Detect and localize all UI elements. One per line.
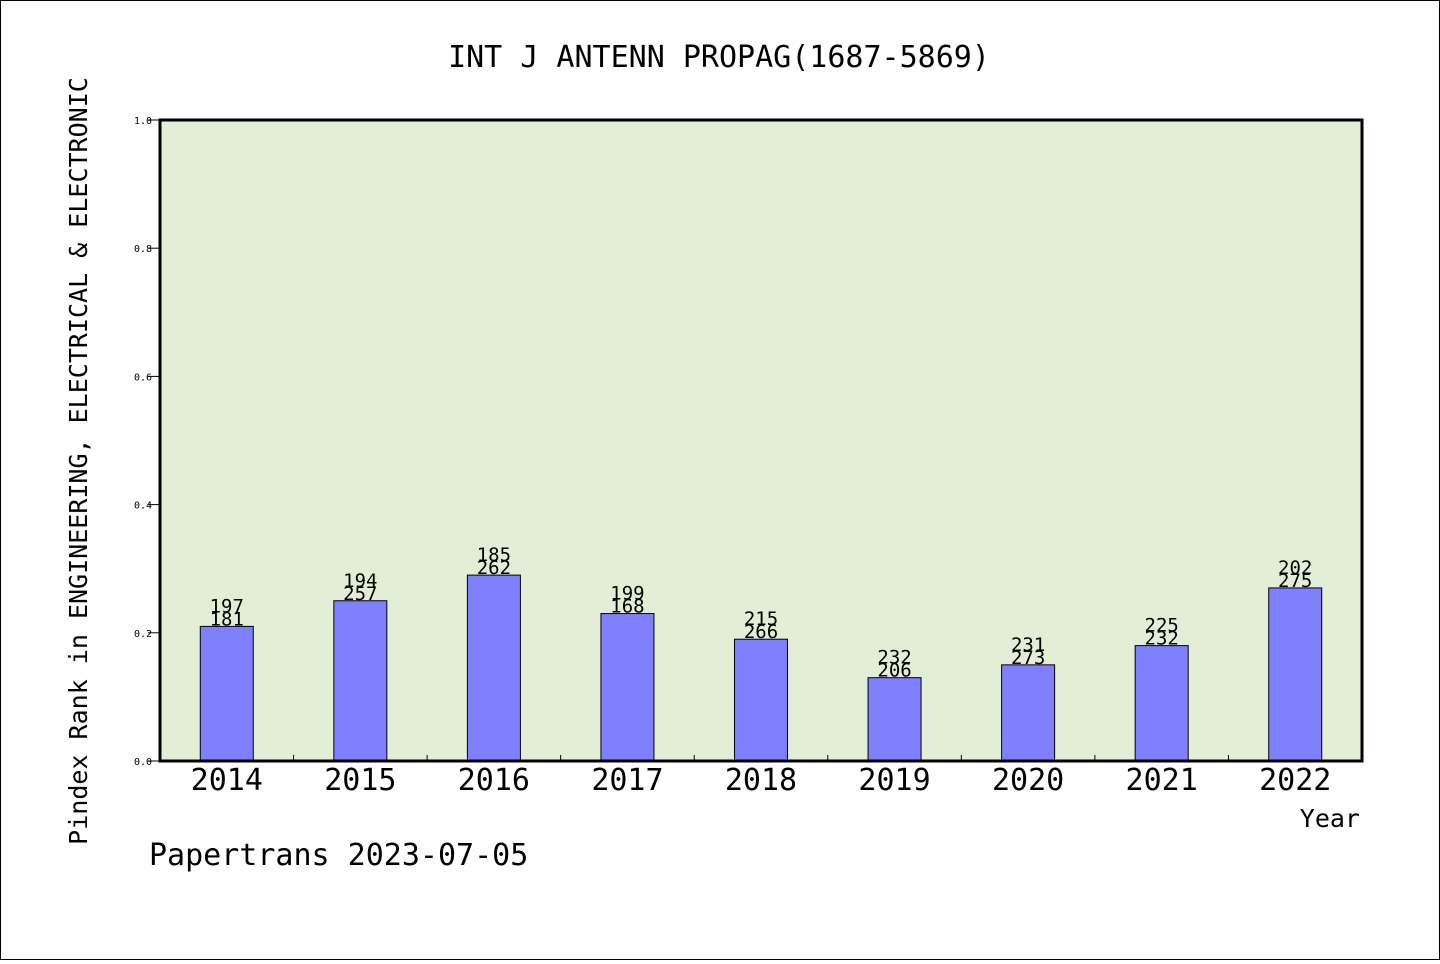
bar-label-bottom: 206 <box>877 660 911 682</box>
bar-label-top: 231 <box>1011 634 1045 656</box>
bar-label-top: 185 <box>477 544 511 566</box>
bar-label-top: 197 <box>210 595 244 617</box>
x-tick-label: 2017 <box>591 763 663 798</box>
x-axis: 2014 2015 2016 2017 2018 2019 2020 2021 2022 <box>191 755 1331 798</box>
x-tick-label: 2018 <box>725 763 797 798</box>
bar-label-bottom: 273 <box>1011 647 1045 669</box>
x-axis-label: Year <box>1300 804 1360 833</box>
y-axis: 0.0 0.2 0.4 0.6 0.8 1.0 <box>134 116 160 768</box>
bar-label-bottom: 257 <box>343 583 377 605</box>
y-tick-label: 0.0 <box>134 757 152 768</box>
x-tick-label: 2021 <box>1126 763 1198 798</box>
bar-2021 <box>1134 645 1189 762</box>
bar-2016 <box>466 574 521 762</box>
bar-label-top: 202 <box>1278 557 1312 579</box>
bar-label-bottom: 168 <box>610 596 644 618</box>
y-tick-label: 0.4 <box>134 501 152 512</box>
bar-label-bottom: 181 <box>210 608 244 630</box>
x-tick-label: 2022 <box>1259 763 1331 798</box>
bar-2014 <box>199 625 254 762</box>
bar-2017 <box>600 613 655 762</box>
bar-label-top: 194 <box>343 570 377 592</box>
x-tick-label: 2020 <box>992 763 1064 798</box>
bar-2019 <box>867 677 922 762</box>
y-tick-label: 0.6 <box>134 372 152 383</box>
bar-2018 <box>734 638 788 762</box>
bar-2020 <box>1001 664 1056 762</box>
chart-title: INT J ANTENN PROPAG(1687-5869) <box>448 40 990 75</box>
x-tick-label: 2014 <box>191 763 263 798</box>
x-tick-label: 2015 <box>324 763 396 798</box>
x-tick-label: 2016 <box>458 763 530 798</box>
x-tick-label: 2019 <box>858 763 930 798</box>
bar-label-bottom: 262 <box>477 557 511 579</box>
bar-2015 <box>333 600 388 762</box>
bar-label-top: 215 <box>744 608 778 630</box>
bar-2022 <box>1268 587 1323 762</box>
bar-label-bottom: 275 <box>1278 570 1312 592</box>
y-axis-label: Pindex Rank in ENGINEERING, ELECTRICAL &… <box>64 77 93 845</box>
bar-label-top: 199 <box>610 583 644 605</box>
plot-border <box>158 118 1364 763</box>
bar-label-top: 225 <box>1145 615 1179 637</box>
bar-label-top: 232 <box>877 647 911 669</box>
y-tick-label: 1.0 <box>134 116 152 127</box>
bar-label-bottom: 266 <box>744 621 778 643</box>
bars <box>199 574 1323 762</box>
data-labels: 1971811942571852621991682152662322062312… <box>210 544 1313 682</box>
y-tick-label: 0.8 <box>134 244 152 255</box>
bar-label-bottom: 232 <box>1145 628 1179 650</box>
y-tick-label: 0.2 <box>134 629 152 640</box>
footer-note: Papertrans 2023-07-05 <box>149 838 528 873</box>
